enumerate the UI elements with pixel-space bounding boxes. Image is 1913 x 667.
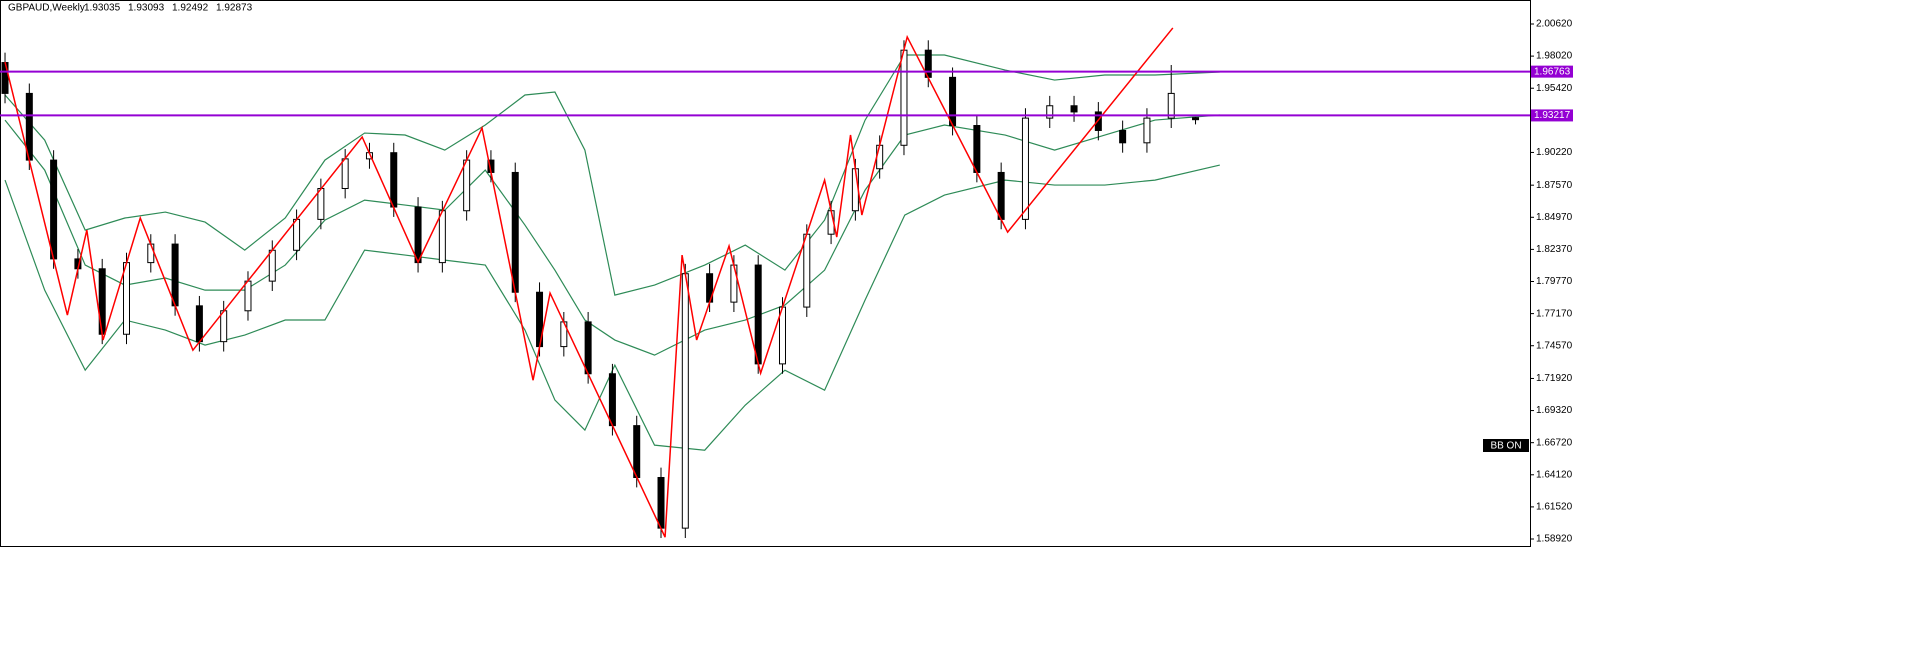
level-label-bg <box>1531 109 1573 122</box>
candle-body <box>1 62 9 94</box>
y-tick-label: 1.87570 <box>1536 180 1573 191</box>
header-ohlc-value: 1.92873 <box>216 3 253 14</box>
indicator-bg <box>1483 439 1529 452</box>
y-tick-label: 1.95420 <box>1536 83 1573 94</box>
candle-body <box>949 76 957 127</box>
candle-body <box>876 144 884 170</box>
candle-body <box>900 49 908 146</box>
y-tick-label: 1.90220 <box>1536 147 1573 158</box>
candle-body <box>463 159 471 212</box>
y-tick-label: 1.98020 <box>1536 51 1573 62</box>
level-label-bg <box>1531 65 1573 78</box>
candle-body <box>1167 92 1175 119</box>
bollinger-middle <box>4 114 1220 356</box>
y-tick-label: 1.58920 <box>1536 534 1573 545</box>
candle-body <box>317 188 325 220</box>
candle-body <box>390 152 398 208</box>
candle-body <box>997 171 1005 220</box>
header-ohlc: 1.93035 1.93093 1.92492 1.92873 <box>84 3 253 14</box>
plot-frame <box>0 0 1531 547</box>
candle-body <box>414 206 422 264</box>
y-tick-label: 1.64120 <box>1536 469 1573 480</box>
header-ohlc-value: 1.93093 <box>128 3 165 14</box>
candle-body <box>754 264 762 365</box>
y-tick-label: 1.71920 <box>1536 373 1573 384</box>
y-tick-label: 1.84970 <box>1536 212 1573 223</box>
candle-body <box>730 264 738 303</box>
candle-body <box>341 158 349 190</box>
y-tick-label: 1.77170 <box>1536 308 1573 319</box>
header-ohlc-value: 1.93035 <box>84 3 121 14</box>
candle-body <box>1070 105 1078 113</box>
candle-body <box>1119 129 1127 144</box>
y-tick-label: 1.82370 <box>1536 244 1573 255</box>
candle-body <box>268 249 276 282</box>
header-ohlc-value: 1.92492 <box>172 3 209 14</box>
y-tick-label: 1.74570 <box>1536 340 1573 351</box>
candle-body <box>147 243 155 264</box>
candle-body <box>123 262 131 335</box>
candle-body <box>803 233 811 308</box>
candle-body <box>584 321 592 375</box>
level-label: 1.96763 <box>1534 66 1571 77</box>
candle-body <box>1192 117 1200 121</box>
zigzag <box>4 27 1174 538</box>
bollinger-upper <box>4 54 1220 296</box>
candle-body <box>657 477 665 529</box>
candle-body <box>438 210 446 264</box>
y-tick-label: 1.79770 <box>1536 276 1573 287</box>
candle-body <box>293 218 301 251</box>
y-tick-label: 1.69320 <box>1536 405 1573 416</box>
candle-body <box>50 159 58 260</box>
y-tick-label: 2.00620 <box>1536 19 1573 30</box>
candle-body <box>608 373 616 427</box>
candle-body <box>1143 117 1151 144</box>
candle-body <box>195 305 203 343</box>
candle-body <box>1021 117 1029 220</box>
candle-body <box>244 280 252 312</box>
level-label: 1.93217 <box>1534 110 1571 121</box>
y-tick-label: 1.66720 <box>1536 437 1573 448</box>
candle-body <box>1046 105 1054 119</box>
candle-body <box>681 273 689 529</box>
candle-body <box>973 125 981 173</box>
candle-body <box>851 168 859 212</box>
candle-body <box>511 171 519 293</box>
candle-body <box>171 243 179 307</box>
header-symbol: GBPAUD,Weekly <box>8 3 85 14</box>
candle-body <box>220 310 228 343</box>
y-tick-label: 1.61520 <box>1536 502 1573 513</box>
indicator-label: BB ON <box>1490 441 1521 452</box>
candle-body <box>633 425 641 479</box>
